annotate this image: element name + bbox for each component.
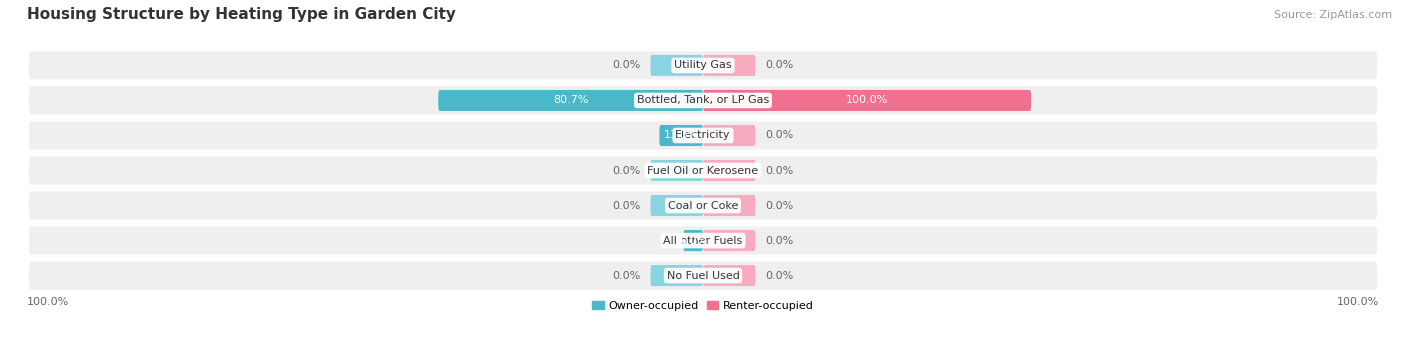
FancyBboxPatch shape [659, 125, 703, 146]
FancyBboxPatch shape [651, 265, 703, 286]
FancyBboxPatch shape [27, 120, 1379, 151]
FancyBboxPatch shape [27, 85, 1379, 116]
Text: 100.0%: 100.0% [1337, 297, 1379, 307]
Text: 0.0%: 0.0% [765, 270, 793, 281]
FancyBboxPatch shape [703, 90, 1031, 111]
Text: 0.0%: 0.0% [765, 201, 793, 210]
Text: Utility Gas: Utility Gas [675, 60, 731, 71]
FancyBboxPatch shape [27, 155, 1379, 186]
FancyBboxPatch shape [703, 195, 755, 216]
FancyBboxPatch shape [703, 160, 755, 181]
Text: 100.0%: 100.0% [846, 95, 889, 105]
FancyBboxPatch shape [703, 230, 755, 251]
FancyBboxPatch shape [703, 125, 755, 146]
Text: 13.3%: 13.3% [664, 131, 699, 140]
Text: 80.7%: 80.7% [553, 95, 588, 105]
Text: Source: ZipAtlas.com: Source: ZipAtlas.com [1274, 10, 1392, 20]
FancyBboxPatch shape [27, 50, 1379, 81]
Text: 0.0%: 0.0% [613, 270, 641, 281]
FancyBboxPatch shape [27, 260, 1379, 291]
FancyBboxPatch shape [439, 90, 703, 111]
FancyBboxPatch shape [703, 55, 755, 76]
Text: 0.0%: 0.0% [765, 60, 793, 71]
Text: 0.0%: 0.0% [613, 165, 641, 176]
FancyBboxPatch shape [27, 225, 1379, 256]
FancyBboxPatch shape [27, 190, 1379, 221]
FancyBboxPatch shape [703, 265, 755, 286]
FancyBboxPatch shape [651, 55, 703, 76]
Text: All other Fuels: All other Fuels [664, 236, 742, 246]
Text: No Fuel Used: No Fuel Used [666, 270, 740, 281]
Text: 0.0%: 0.0% [613, 201, 641, 210]
Legend: Owner-occupied, Renter-occupied: Owner-occupied, Renter-occupied [588, 296, 818, 315]
Text: 6.0%: 6.0% [679, 236, 707, 246]
Text: Housing Structure by Heating Type in Garden City: Housing Structure by Heating Type in Gar… [27, 7, 456, 22]
Text: 100.0%: 100.0% [27, 297, 69, 307]
FancyBboxPatch shape [651, 195, 703, 216]
Text: Fuel Oil or Kerosene: Fuel Oil or Kerosene [647, 165, 759, 176]
Text: Bottled, Tank, or LP Gas: Bottled, Tank, or LP Gas [637, 95, 769, 105]
FancyBboxPatch shape [651, 160, 703, 181]
Text: 0.0%: 0.0% [765, 236, 793, 246]
FancyBboxPatch shape [683, 230, 703, 251]
Text: 0.0%: 0.0% [765, 131, 793, 140]
Text: 0.0%: 0.0% [613, 60, 641, 71]
Text: 0.0%: 0.0% [765, 165, 793, 176]
Text: Electricity: Electricity [675, 131, 731, 140]
Text: Coal or Coke: Coal or Coke [668, 201, 738, 210]
